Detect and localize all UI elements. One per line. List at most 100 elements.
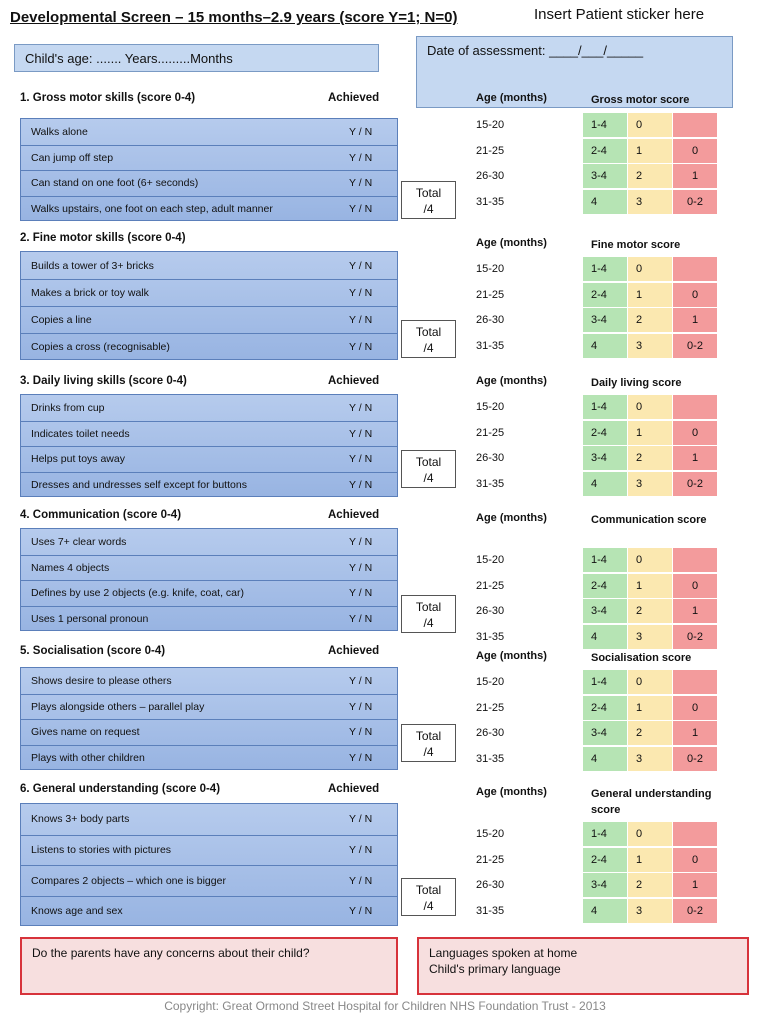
item-row[interactable]: Helps put toys away Y / N — [21, 446, 397, 472]
age-range-label: 26-30 — [476, 879, 505, 891]
age-range-label: 15-20 — [476, 263, 505, 275]
yes-no-choice[interactable]: Y / N — [349, 844, 373, 857]
items-list: Builds a tower of 3+ bricks Y / N Makes a … — [20, 251, 398, 360]
score-cell-yellow: 3 — [628, 746, 672, 771]
item-label: Indicates toilet needs — [31, 427, 130, 440]
age-range-label: 15-20 — [476, 119, 505, 131]
score-cell-yellow: 0 — [628, 670, 672, 694]
yes-no-choice[interactable]: Y / N — [349, 478, 373, 491]
total-denominator: /4 — [423, 745, 434, 759]
yes-no-choice[interactable]: Y / N — [349, 259, 373, 272]
age-range-label: 31-35 — [476, 339, 505, 352]
score-cell-green: 2-4 — [583, 573, 627, 598]
primary-language-label: Child's primary language — [429, 962, 561, 976]
item-row[interactable]: Dresses and undresses self except for bu… — [21, 471, 397, 498]
languages-box[interactable]: Languages spoken at home Child's primary… — [417, 937, 749, 995]
total-box[interactable]: Total/4 — [401, 320, 456, 358]
score-cell-green: 3-4 — [583, 873, 627, 897]
age-range-label: 15-20 — [476, 676, 505, 688]
yes-no-choice[interactable]: Y / N — [349, 177, 373, 190]
item-row[interactable]: Compares 2 objects – which one is bigger… — [21, 865, 397, 896]
yes-no-choice[interactable]: Y / N — [349, 726, 373, 739]
score-cell-yellow: 3 — [628, 898, 672, 923]
score-header: Daily living score — [591, 377, 682, 389]
item-row[interactable]: Plays alongside others – parallel play Y … — [21, 693, 397, 720]
score-cell-green: 2-4 — [583, 420, 627, 445]
age-months-header: Age (months) — [476, 512, 547, 524]
section-title: 5. Socialisation (score 0-4) — [20, 645, 166, 657]
item-label: Walks upstairs, one foot on each step, a… — [31, 202, 273, 215]
total-box[interactable]: Total/4 — [401, 450, 456, 488]
yes-no-choice[interactable]: Y / N — [349, 287, 373, 299]
item-row[interactable]: Shows desire to please others Y / N — [21, 668, 397, 694]
item-row[interactable]: Walks alone Y / N — [21, 119, 397, 145]
yes-no-choice[interactable]: Y / N — [349, 874, 373, 887]
item-row[interactable]: Can stand on one foot (6+ seconds) Y / N — [21, 170, 397, 196]
item-row[interactable]: Knows age and sex Y / N — [21, 895, 397, 927]
yes-no-choice[interactable]: Y / N — [349, 587, 373, 600]
yes-no-choice[interactable]: Y / N — [349, 401, 373, 414]
yes-no-choice[interactable]: Y / N — [349, 700, 373, 713]
item-row[interactable]: Makes a brick or toy walk Y / N — [21, 279, 397, 306]
item-row[interactable]: Uses 1 personal pronoun Y / N — [21, 605, 397, 632]
score-cell-yellow: 1 — [628, 138, 672, 163]
yes-no-choice[interactable]: Y / N — [349, 905, 373, 918]
yes-no-choice[interactable]: Y / N — [349, 561, 373, 574]
item-row[interactable]: Knows 3+ body parts Y / N — [21, 804, 397, 835]
total-denominator: /4 — [423, 202, 434, 216]
items-list: Shows desire to please others Y / N Plays … — [20, 667, 398, 770]
score-cell-green: 2-4 — [583, 282, 627, 307]
total-box[interactable]: Total/4 — [401, 595, 456, 633]
parents-concerns-box[interactable]: Do the parents have any concerns about t… — [20, 937, 398, 995]
item-row[interactable]: Drinks from cup Y / N — [21, 395, 397, 421]
score-cell-green: 3-4 — [583, 308, 627, 332]
score-cell-green: 1-4 — [583, 113, 627, 137]
yes-no-choice[interactable]: Y / N — [349, 751, 373, 764]
item-row[interactable]: Can jump off step Y / N — [21, 144, 397, 171]
date-of-assessment-field[interactable]: Date of assessment: ____/___/_____ — [416, 36, 733, 108]
item-label: Uses 7+ clear words — [31, 535, 127, 548]
item-row[interactable]: Copies a cross (recognisable) Y / N — [21, 333, 397, 360]
score-cell-yellow: 2 — [628, 446, 672, 470]
item-row[interactable]: Names 4 objects Y / N — [21, 554, 397, 581]
yes-no-choice[interactable]: Y / N — [349, 341, 373, 353]
score-cell-yellow: 3 — [628, 333, 672, 358]
age-months-header: Age (months) — [476, 237, 547, 249]
yes-no-choice[interactable]: Y / N — [349, 453, 373, 466]
age-range-label: 21-25 — [476, 853, 505, 866]
item-row[interactable]: Copies a line Y / N — [21, 306, 397, 333]
item-label: Copies a cross (recognisable) — [31, 341, 170, 353]
score-cell-yellow: 1 — [628, 282, 672, 307]
total-box[interactable]: Total/4 — [401, 181, 456, 219]
yes-no-choice[interactable]: Y / N — [349, 427, 373, 440]
item-row[interactable]: Plays with other children Y / N — [21, 744, 397, 771]
item-label: Can stand on one foot (6+ seconds) — [31, 177, 199, 190]
total-denominator: /4 — [423, 341, 434, 355]
yes-no-choice[interactable]: Y / N — [349, 813, 373, 826]
score-cell-green: 1-4 — [583, 257, 627, 281]
yes-no-choice[interactable]: Y / N — [349, 125, 373, 138]
item-row[interactable]: Defines by use 2 objects (e.g. knife, co… — [21, 580, 397, 606]
item-row[interactable]: Uses 7+ clear words Y / N — [21, 529, 397, 555]
item-row[interactable]: Builds a tower of 3+ bricks Y / N — [21, 252, 397, 279]
item-row[interactable]: Indicates toilet needs Y / N — [21, 420, 397, 447]
item-label: Defines by use 2 objects (e.g. knife, co… — [31, 587, 245, 600]
score-cell-red: 0 — [673, 138, 717, 163]
yes-no-choice[interactable]: Y / N — [349, 612, 373, 625]
age-months-header: Age (months) — [476, 375, 547, 387]
yes-no-choice[interactable]: Y / N — [349, 535, 373, 548]
yes-no-choice[interactable]: Y / N — [349, 674, 373, 687]
item-row[interactable]: Walks upstairs, one foot on each step, a… — [21, 195, 397, 222]
yes-no-choice[interactable]: Y / N — [349, 151, 373, 164]
child-age-field[interactable]: Child's age: ....... Years.........Month… — [14, 44, 379, 72]
score-cell-red: 0 — [673, 695, 717, 720]
yes-no-choice[interactable]: Y / N — [349, 202, 373, 215]
total-box[interactable]: Total/4 — [401, 878, 456, 916]
age-months-header: Age (months) — [476, 92, 547, 104]
item-row[interactable]: Gives name on request Y / N — [21, 719, 397, 745]
total-box[interactable]: Total/4 — [401, 724, 456, 762]
item-row[interactable]: Listens to stories with pictures Y / N — [21, 834, 397, 866]
age-range-label: 26-30 — [476, 727, 505, 739]
score-cell-red: 1 — [673, 308, 717, 332]
yes-no-choice[interactable]: Y / N — [349, 314, 373, 326]
